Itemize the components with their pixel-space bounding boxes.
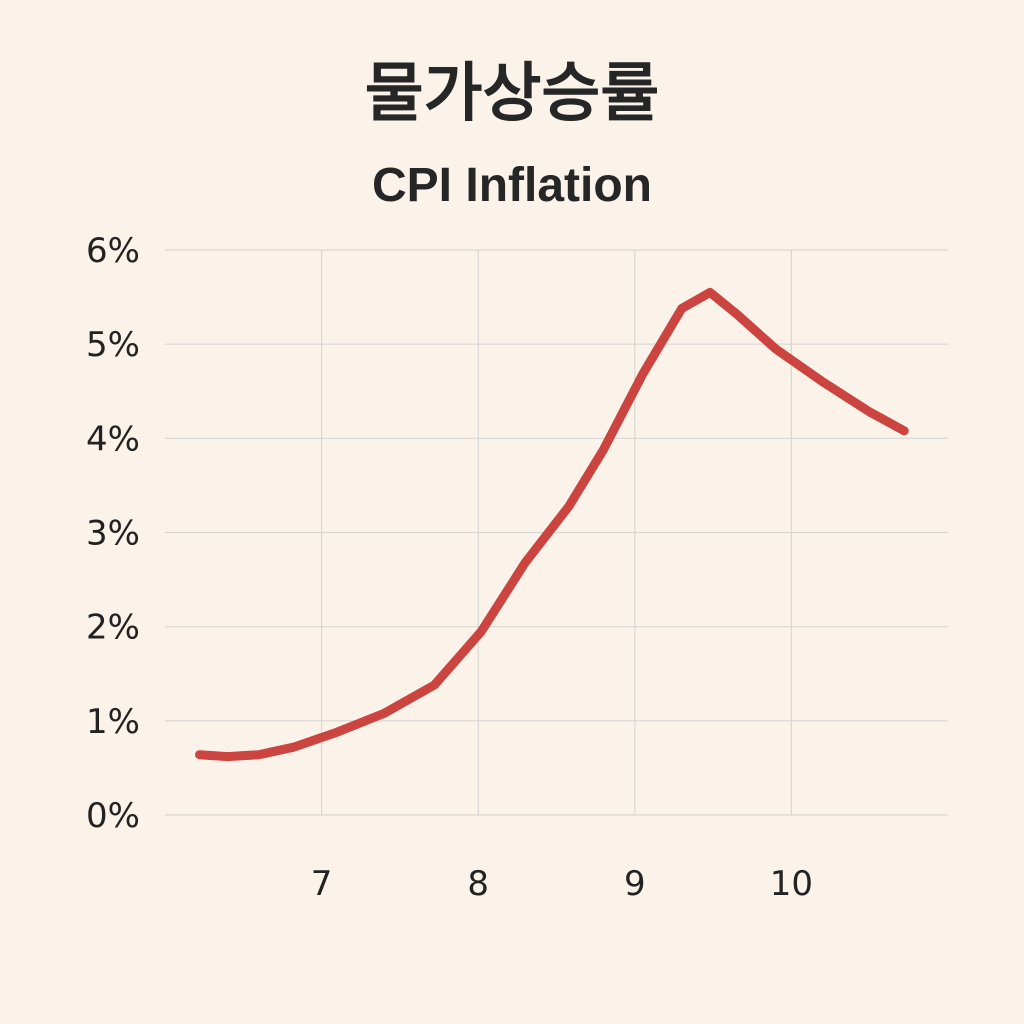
chart-subtitle: CPI Inflation [372,159,652,212]
y-tick-label: 4% [86,419,140,459]
y-tick-label: 6% [86,231,140,271]
series-line [195,287,909,762]
y-tick-label: 5% [86,325,140,365]
x-tick-label: 8 [467,864,489,904]
chart-title: 물가상승률 [364,57,660,131]
x-tick-label: 7 [311,864,333,904]
y-tick-label: 2% [86,608,140,648]
x-tick-label: 10 [770,864,813,904]
y-tick-label: 3% [86,514,140,554]
y-tick-label: 0% [86,796,140,836]
x-tick-label: 9 [624,864,646,904]
y-tick-label: 1% [86,702,140,742]
